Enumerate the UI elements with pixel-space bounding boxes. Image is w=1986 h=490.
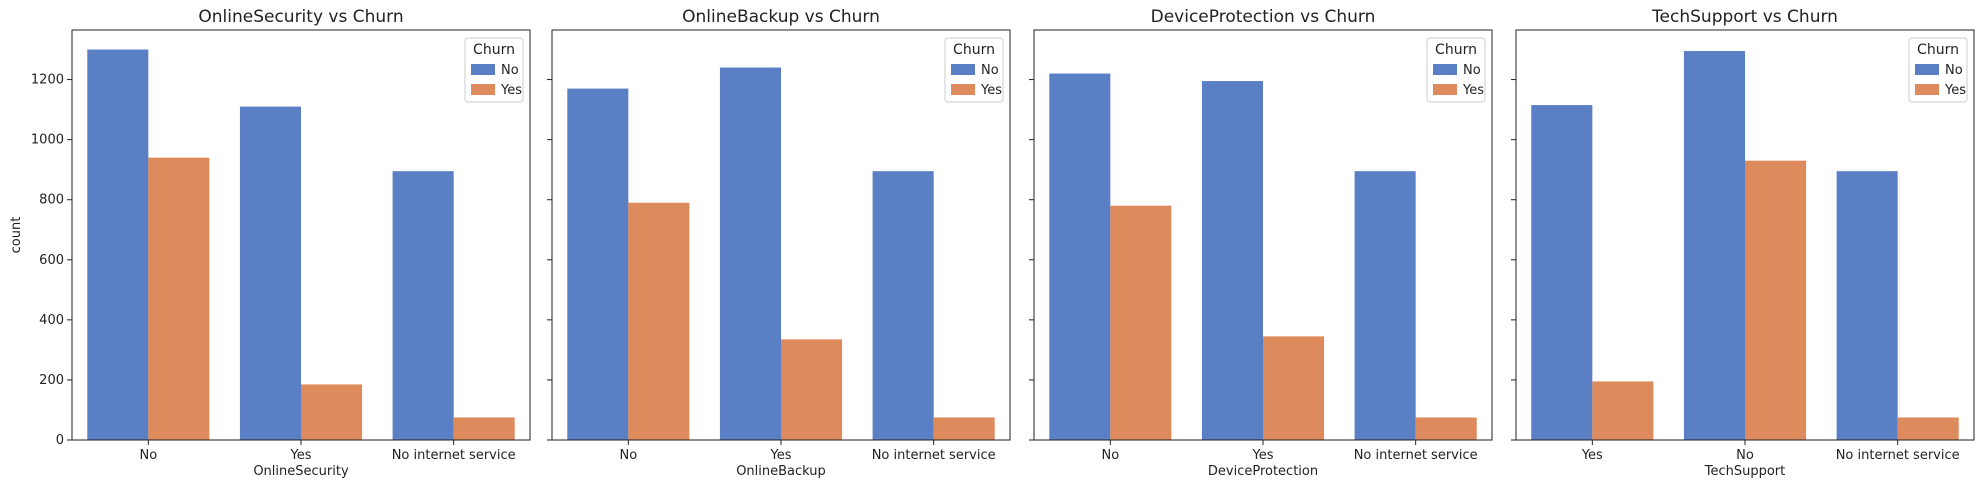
subplot-4: TechSupport vs Churn Yes No No internet ser… (1511, 7, 1975, 479)
legend-label-no: No (1945, 63, 1963, 78)
legend-swatch-no (951, 64, 975, 75)
x-tick-label: Yes (770, 448, 792, 463)
axes-frame (551, 29, 1011, 441)
bar-yes-2 (1415, 417, 1477, 440)
legend-title: Churn (1435, 42, 1477, 58)
x-tick-label: No internet service (1354, 448, 1478, 463)
bar-no-1 (239, 106, 301, 440)
legend-swatch-no (1915, 64, 1939, 75)
legend-swatch-no (471, 64, 495, 75)
x-tick-label: No (1101, 448, 1119, 463)
bar-no-1 (719, 67, 781, 441)
legend-swatch-yes (1433, 84, 1457, 95)
legend-label-yes: Yes (500, 83, 522, 98)
legend-label-no: No (501, 63, 519, 78)
x-tick-label: Yes (1581, 448, 1603, 463)
bar-yes-2 (933, 417, 995, 440)
bar-yes-2 (1897, 417, 1959, 440)
bar-yes-1 (781, 339, 843, 440)
subplot-title: DeviceProtection vs Churn (1151, 7, 1376, 27)
legend: Churn No Yes (464, 37, 524, 103)
y-tick-label: 800 (39, 193, 64, 208)
legend-label-yes: Yes (980, 83, 1002, 98)
bar-no-2 (392, 171, 454, 441)
bar-no-2 (1836, 171, 1898, 441)
legend-swatch-yes (1915, 84, 1939, 95)
y-tick-label: 1000 (31, 133, 64, 148)
subplot-title: OnlineSecurity vs Churn (198, 7, 403, 27)
bar-yes-0 (628, 202, 690, 440)
subplot-2: OnlineBackup vs Churn No Yes No internet se… (547, 7, 1011, 479)
legend-swatch-no (1433, 64, 1457, 75)
subplot-3: DeviceProtection vs Churn No Yes No interne… (1029, 7, 1493, 479)
bar-no-2 (1354, 171, 1416, 441)
bar-no-1 (1683, 51, 1745, 440)
x-tick-label: No (139, 448, 157, 463)
x-axis-label: TechSupport (1704, 464, 1786, 479)
bar-no-1 (1201, 81, 1263, 440)
bar-yes-0 (1110, 205, 1172, 440)
bar-yes-2 (453, 417, 515, 440)
axes-frame (71, 29, 531, 441)
y-tick-label: 1200 (31, 73, 64, 88)
axes-frame (1515, 29, 1975, 441)
x-tick-label: No internet service (872, 448, 996, 463)
x-tick-label: No internet service (1836, 448, 1960, 463)
bar-yes-1 (301, 384, 363, 440)
legend-label-no: No (981, 63, 999, 78)
legend-swatch-yes (471, 84, 495, 95)
x-axis-label: DeviceProtection (1208, 464, 1318, 479)
legend-label-no: No (1463, 63, 1481, 78)
x-tick-label: No internet service (392, 448, 516, 463)
bar-no-0 (567, 88, 629, 440)
legend: Churn No Yes (1908, 37, 1968, 103)
y-tick-label: 200 (39, 373, 64, 388)
x-tick-label: No (619, 448, 637, 463)
bar-yes-0 (148, 157, 210, 440)
axes-frame (1033, 29, 1493, 441)
y-axis-label: count (9, 217, 24, 254)
legend: Churn No Yes (944, 37, 1004, 103)
bar-yes-0 (1592, 381, 1654, 440)
bar-no-0 (1049, 73, 1111, 441)
bar-no-0 (1531, 105, 1593, 440)
legend-label-yes: Yes (1944, 83, 1966, 98)
bar-no-0 (87, 49, 149, 441)
x-tick-label: Yes (290, 448, 312, 463)
legend-title: Churn (953, 42, 995, 58)
bar-yes-1 (1263, 336, 1325, 440)
subplot-title: TechSupport vs Churn (1651, 7, 1838, 27)
legend-label-yes: Yes (1462, 83, 1484, 98)
legend-title: Churn (1917, 42, 1959, 58)
y-tick-label: 600 (39, 253, 64, 268)
y-tick-label: 0 (56, 433, 64, 448)
x-tick-label: No (1736, 448, 1754, 463)
bar-no-2 (872, 171, 934, 441)
y-tick-label: 400 (39, 313, 64, 328)
subplot-title: OnlineBackup vs Churn (682, 7, 880, 27)
x-axis-label: OnlineBackup (736, 464, 826, 479)
legend: Churn No Yes (1426, 37, 1486, 103)
legend-swatch-yes (951, 84, 975, 95)
x-tick-label: Yes (1252, 448, 1274, 463)
subplot-1: OnlineSecurity vs Churn No Yes No internet … (9, 7, 531, 479)
bar-yes-1 (1745, 160, 1807, 440)
x-axis-label: OnlineSecurity (253, 464, 349, 479)
legend-title: Churn (473, 42, 515, 58)
